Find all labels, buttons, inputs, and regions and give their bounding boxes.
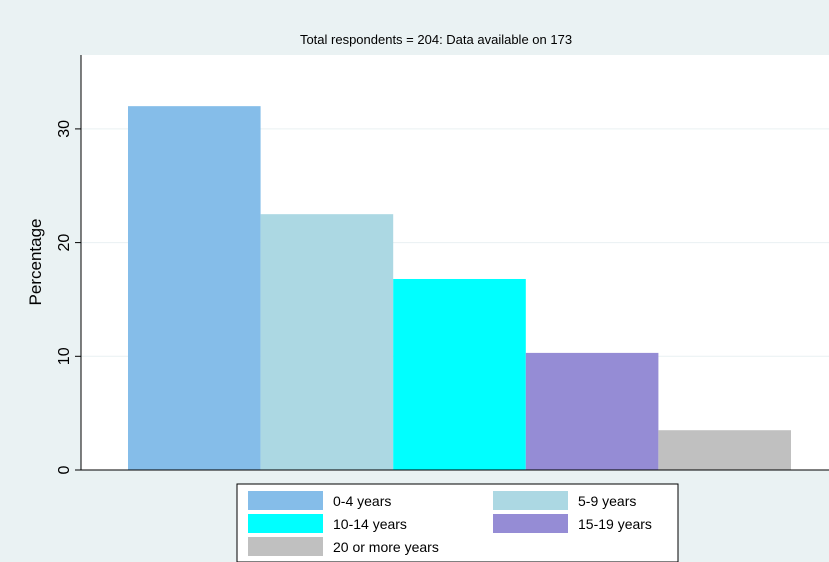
legend-swatch-15-19-years [493, 514, 568, 533]
bar-5-9-years [260, 214, 394, 470]
legend-entries: 0-4 years 5-9 years 10-14 years 15-19 years… [248, 491, 652, 556]
legend-label-5-9-years: 5-9 years [578, 493, 636, 509]
bar-10-14-years [393, 278, 526, 470]
chart-title: Total respondents = 204: Data available … [300, 32, 572, 47]
y-tick-label-30: 30 [56, 120, 73, 138]
bars [128, 106, 791, 471]
legend-swatch-20-or-more-years [248, 537, 323, 556]
y-tick-label-0: 0 [56, 465, 73, 474]
legend-label-0-4-years: 0-4 years [333, 493, 391, 509]
y-tick-label-10: 10 [56, 347, 73, 365]
y-ticks: 0 10 20 30 [56, 120, 81, 474]
y-axis-title: Percentage [26, 219, 45, 306]
legend-swatch-0-4-years [248, 491, 323, 510]
y-tick-label-20: 20 [56, 234, 73, 252]
legend-label-10-14-years: 10-14 years [333, 516, 407, 532]
legend-label-15-19-years: 15-19 years [578, 516, 652, 532]
bar-15-19-years [525, 352, 659, 470]
legend-swatch-5-9-years [493, 491, 568, 510]
bar-0-4-years [128, 106, 261, 471]
legend: 0-4 years 5-9 years 10-14 years 15-19 years… [236, 483, 679, 562]
legend-swatch-10-14-years [248, 514, 323, 533]
bar-20-or-more-years [658, 430, 791, 470]
legend-label-20-or-more-years: 20 or more years [333, 539, 439, 555]
